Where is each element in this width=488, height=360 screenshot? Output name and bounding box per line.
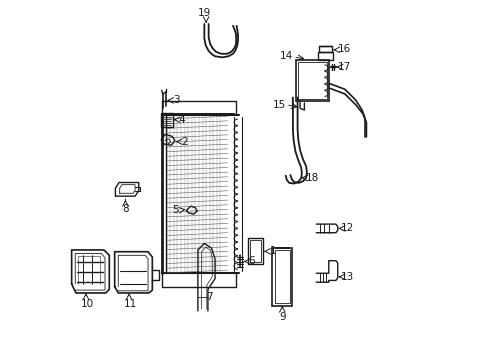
Bar [272,248,292,306]
Text: 9: 9 [279,312,285,322]
Bar [296,60,328,101]
Bar [161,113,172,127]
Text: 4: 4 [178,115,185,125]
Text: 10: 10 [81,300,94,309]
Text: 16: 16 [337,44,350,54]
Text: 14: 14 [279,51,292,61]
Text: 5: 5 [172,206,178,216]
Text: 7: 7 [205,292,212,302]
Text: 13: 13 [340,272,353,282]
Text: 8: 8 [122,204,128,214]
Bar [317,52,332,60]
Bar [274,250,289,303]
Text: 3: 3 [172,95,179,105]
Bar [249,240,261,262]
Text: 1: 1 [269,246,276,256]
Text: 19: 19 [197,8,210,18]
Bar [298,62,326,99]
Text: 11: 11 [124,300,137,309]
Bar [319,45,331,52]
Text: 15: 15 [272,100,285,110]
Text: 18: 18 [305,173,318,183]
Text: 6: 6 [247,256,254,266]
Bar [247,238,263,264]
Text: 12: 12 [340,224,353,233]
Text: 2: 2 [181,137,187,147]
Text: 17: 17 [337,62,350,72]
